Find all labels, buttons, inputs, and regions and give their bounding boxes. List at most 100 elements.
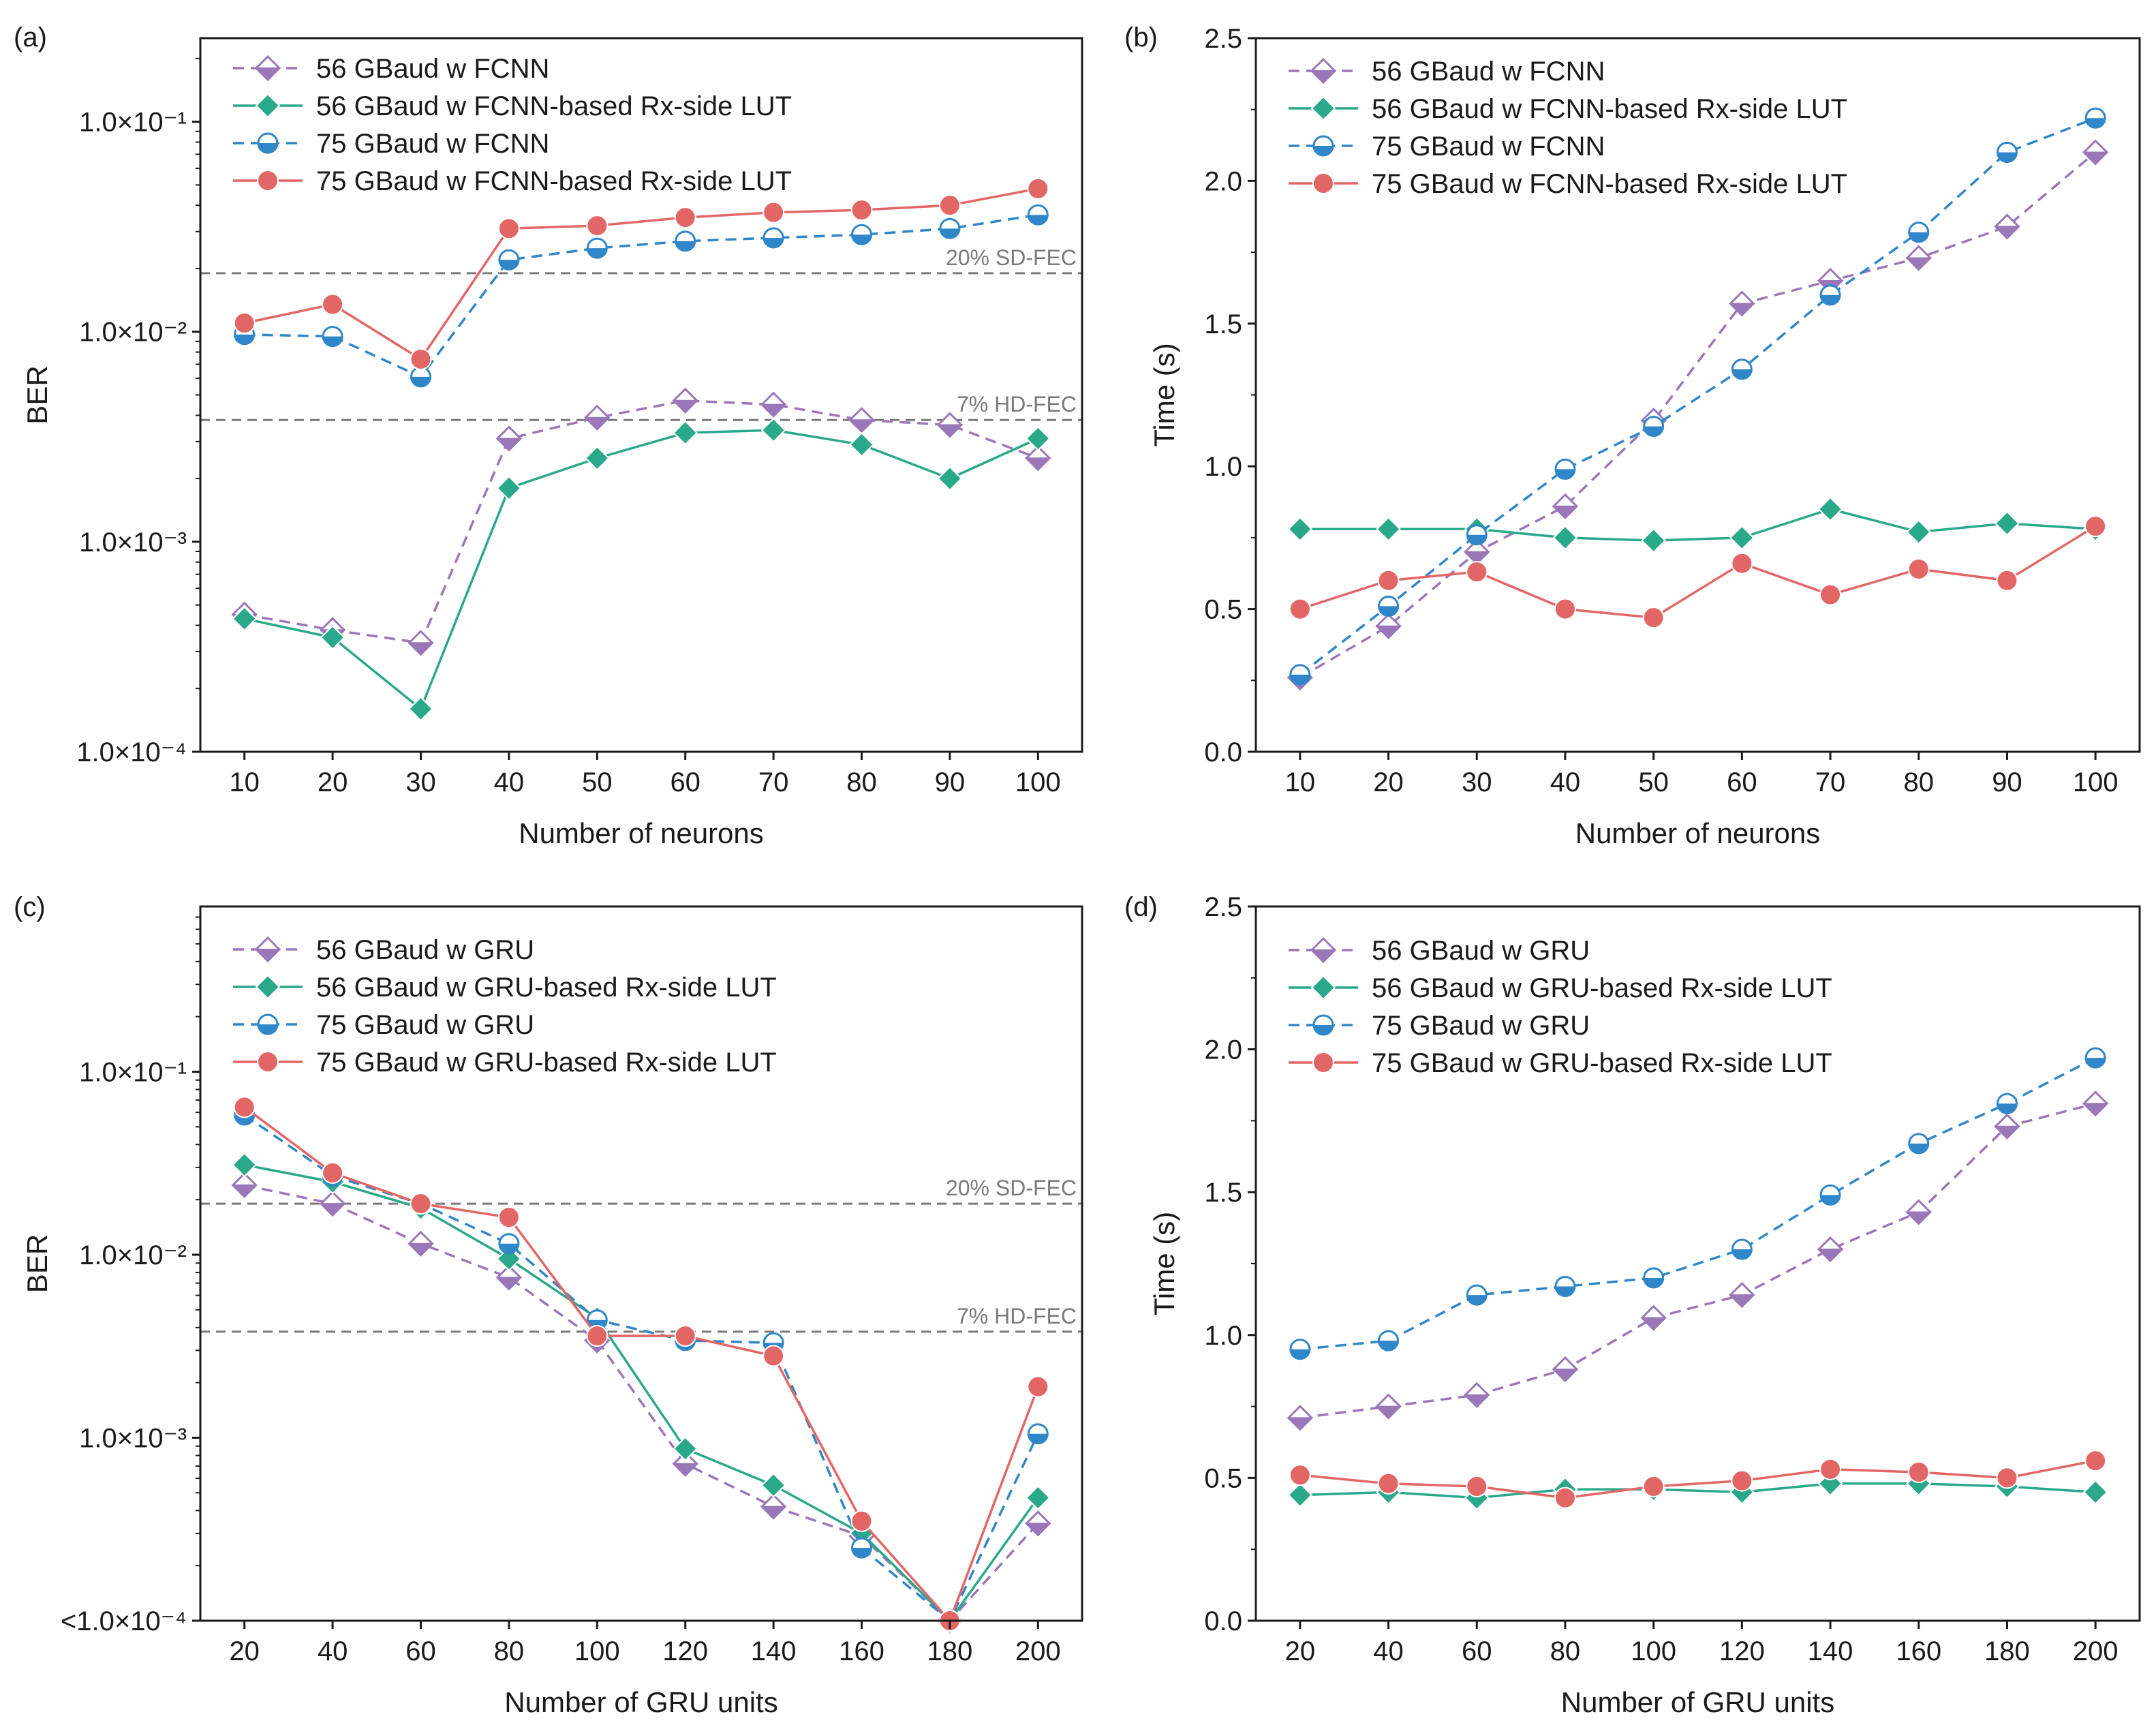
legend-label: 56 GBaud w FCNN-based Rx-side LUT	[316, 91, 792, 121]
data-point	[233, 1096, 256, 1118]
threshold-label: 7% HD-FEC	[957, 392, 1077, 416]
data-point	[1552, 1356, 1579, 1383]
data-point	[1289, 598, 1311, 620]
data-point	[1289, 1464, 1311, 1486]
x-tick-label: 20	[318, 767, 348, 797]
data-point-lower-fill	[852, 234, 872, 245]
data-point	[1994, 1113, 2020, 1140]
legend-marker	[1312, 172, 1334, 194]
legend-marker	[1310, 95, 1336, 121]
data-point	[1908, 1133, 1930, 1155]
data-point	[760, 1472, 786, 1498]
legend: 56 GBaud w GRU 56 GBaud w GRU-based Rx-si…	[1289, 936, 1832, 1078]
series-line-1	[244, 399, 1038, 645]
x-tick-label: 40	[494, 767, 525, 797]
x-tick-label: 100	[2073, 767, 2119, 797]
y-axis-label: Time (s)	[1148, 343, 1180, 446]
data-point	[232, 1152, 258, 1178]
y-tick-label: 1.0	[1204, 1321, 1242, 1351]
legend-marker-lower-fill	[1310, 949, 1337, 963]
y-axis-label: Time (s)	[1148, 1212, 1180, 1315]
data-point	[1817, 1236, 1844, 1263]
legend-label: 75 GBaud w GRU-based Rx-side LUT	[1372, 1048, 1832, 1078]
data-point	[408, 696, 433, 722]
data-point-lower-fill	[319, 1203, 346, 1217]
data-point	[760, 417, 786, 443]
data-point	[1729, 525, 1755, 551]
data-point-lower-fill	[1463, 1394, 1490, 1408]
legend-marker-lower-fill	[258, 1024, 277, 1034]
data-point	[2082, 139, 2109, 166]
x-tick-label: 40	[1550, 767, 1581, 797]
data-point	[1731, 358, 1753, 380]
x-tick-label: 70	[1815, 767, 1846, 797]
data-point-lower-fill	[231, 1184, 258, 1198]
legend: 56 GBaud w GRU 56 GBaud w GRU-based Rx-si…	[233, 935, 777, 1078]
data-point-lower-fill	[764, 237, 784, 247]
legend-marker-lower-fill	[1310, 70, 1337, 84]
data-point-lower-fill	[940, 228, 959, 239]
legend-marker	[254, 936, 281, 963]
legend-marker	[1312, 135, 1334, 157]
data-point-lower-fill	[1821, 1195, 1841, 1205]
x-tick-label: 100	[574, 1636, 620, 1666]
data-point-lower-fill	[407, 1242, 434, 1257]
legend-label: 56 GBaud w GRU	[1372, 936, 1590, 966]
data-point	[1996, 1093, 2018, 1114]
y-tick-label: 1.0×10⁻³	[79, 1423, 187, 1453]
data-point	[498, 1233, 520, 1255]
data-point-lower-fill	[1994, 226, 2020, 239]
legend-label: 56 GBaud w FCNN	[316, 54, 549, 84]
data-point	[1466, 1284, 1488, 1306]
data-point-lower-fill	[1375, 1405, 1402, 1420]
series-markers-3	[1289, 1047, 2106, 1360]
data-point-lower-fill	[1997, 1103, 2017, 1114]
legend-marker	[257, 170, 279, 192]
x-tick-label: 140	[1808, 1636, 1853, 1666]
data-point	[1995, 510, 2020, 536]
x-tick-label: 100	[1015, 767, 1061, 797]
panel-c-chart: (c) 20% SD-FEC 7% HD-FEC 20 40 60 80 100 120 140 1…	[14, 892, 1083, 1718]
x-tick-label: 80	[846, 767, 877, 797]
data-point	[322, 326, 343, 348]
data-point-lower-fill	[323, 336, 343, 346]
panel-label: (c)	[14, 892, 46, 922]
data-point-lower-fill	[672, 1463, 699, 1477]
data-point	[763, 227, 784, 249]
data-point	[1731, 552, 1753, 575]
panel-label: (d)	[1124, 892, 1158, 922]
y-tick-label: 2.0	[1204, 166, 1242, 196]
data-point	[498, 249, 520, 271]
legend-marker	[1310, 57, 1337, 85]
data-point-lower-fill	[1379, 1341, 1398, 1351]
data-point-lower-fill	[1287, 1417, 1314, 1431]
data-point-lower-fill	[936, 424, 964, 438]
x-tick-label: 30	[1462, 767, 1492, 797]
data-point-lower-fill	[1552, 1369, 1579, 1382]
data-point-lower-fill	[2082, 151, 2109, 165]
data-point-lower-fill	[1728, 1294, 1755, 1308]
data-point-lower-fill	[1552, 505, 1579, 519]
data-point	[1378, 595, 1400, 617]
data-point-lower-fill	[1467, 534, 1487, 545]
data-point	[1287, 1405, 1314, 1431]
data-point	[675, 230, 696, 252]
data-point-lower-fill	[587, 248, 607, 258]
data-point	[2084, 107, 2106, 129]
y-tick-label: <1.0×10⁻⁴	[61, 1606, 187, 1636]
series-line-3	[1299, 1056, 2096, 1351]
data-point	[586, 1325, 609, 1347]
data-point	[2084, 515, 2107, 538]
data-point-lower-fill	[1905, 257, 1932, 271]
series-line-2	[244, 1163, 1039, 1623]
x-tick-label: 60	[405, 1636, 436, 1666]
x-tick-label: 80	[1550, 1636, 1581, 1666]
data-point	[1819, 1184, 1841, 1206]
legend-label: 75 GBaud w GRU-based Rx-side LUT	[316, 1048, 777, 1078]
legend-marker	[257, 1013, 279, 1035]
data-point	[496, 1246, 522, 1272]
legend-marker-lower-fill	[258, 143, 277, 153]
legend-label: 56 GBaud w FCNN-based Rx-side LUT	[1372, 94, 1847, 124]
series-markers-2	[232, 1152, 1051, 1634]
data-point	[407, 1230, 434, 1257]
